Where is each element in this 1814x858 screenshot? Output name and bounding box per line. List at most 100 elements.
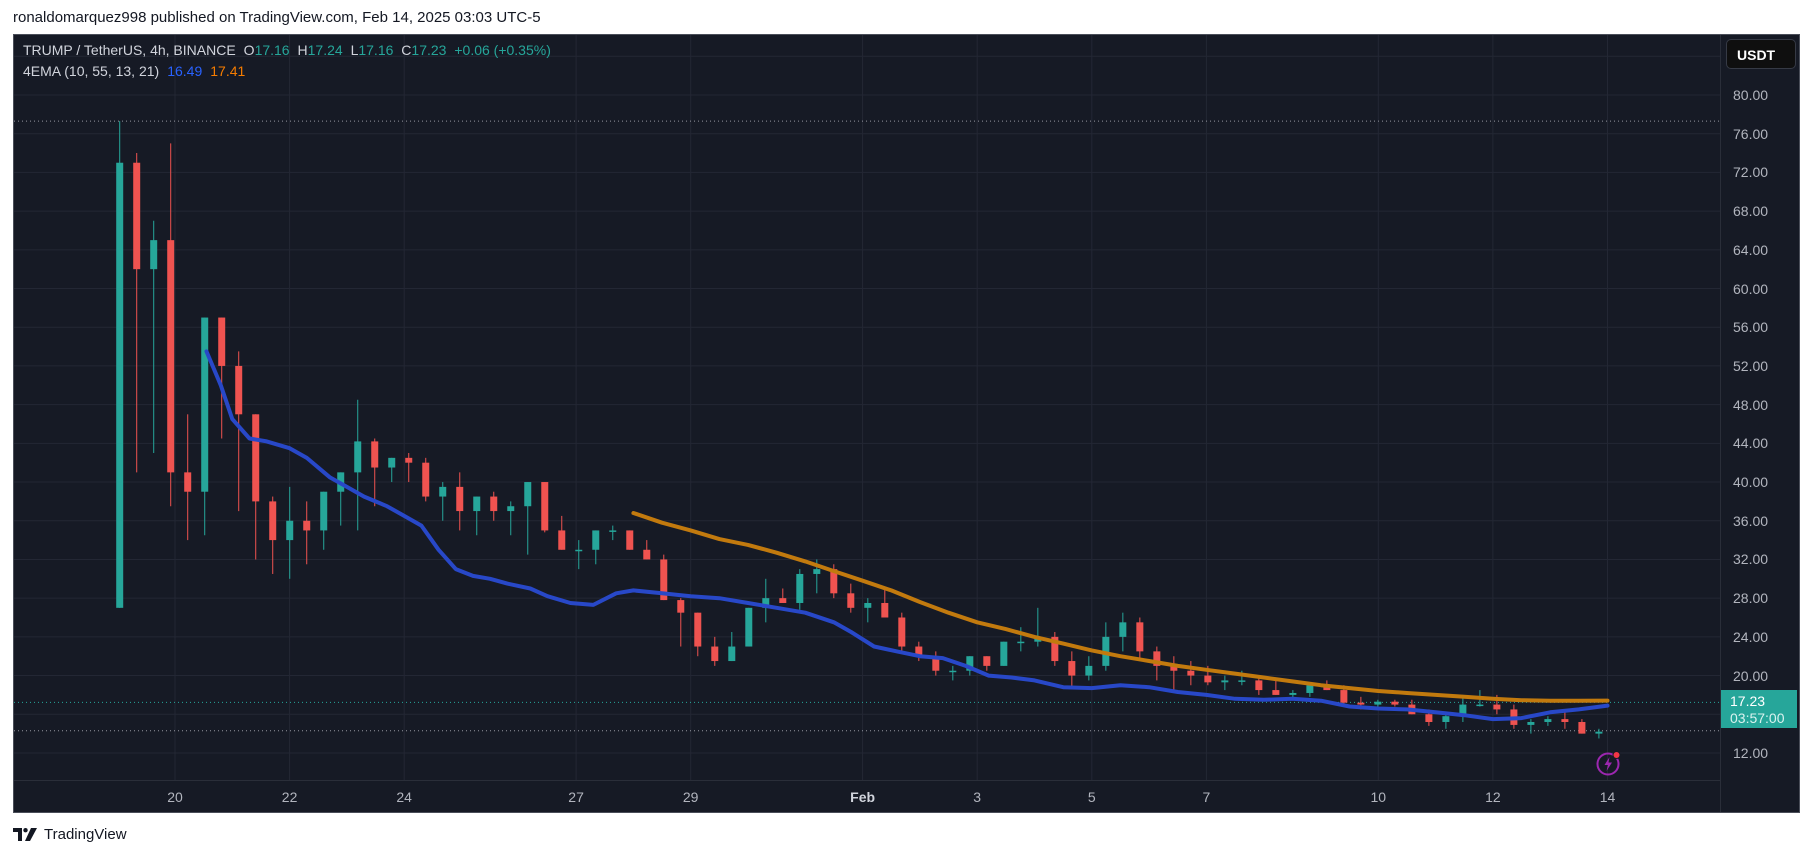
- last-price-label: 17.23 03:57:00: [1721, 690, 1797, 729]
- legend-open: 17.16: [254, 42, 290, 58]
- price-tick: 32.00: [1733, 551, 1769, 568]
- footer-brand-text: TradingView: [44, 826, 127, 843]
- legend-high-label: H: [297, 42, 308, 58]
- candle-body: [473, 496, 481, 512]
- candle-body: [133, 162, 141, 270]
- candle-body: [1442, 716, 1450, 723]
- footer-brand[interactable]: TradingView: [13, 826, 127, 843]
- candle-body: [643, 549, 651, 560]
- candle-body: [1238, 680, 1246, 682]
- price-tick: 64.00: [1733, 241, 1769, 258]
- time-tick: 22: [281, 789, 298, 805]
- candle-body: [269, 501, 277, 541]
- candle-body: [1017, 641, 1025, 644]
- price-tick: 36.00: [1733, 512, 1769, 529]
- price-tick: 40.00: [1733, 474, 1769, 491]
- candle-body: [694, 612, 702, 647]
- legend-high: 17.24: [307, 42, 343, 58]
- candle-body: [847, 593, 855, 608]
- legend-symbol-row: TRUMP / TetherUS, 4h, BINANCE O17.16 H17.…: [23, 40, 555, 61]
- legend-low: 17.16: [358, 42, 394, 58]
- chart-frame: TRUMP / TetherUS, 4h, BINANCE O17.16 H17.…: [13, 34, 1800, 813]
- candle-body: [201, 317, 209, 492]
- legend-open-label: O: [243, 42, 255, 58]
- price-axis[interactable]: USDT 17.23 03:57:00 80.00 76.00 72.00 68.00…: [1720, 35, 1800, 812]
- legend-indicator-row: 4EMA (10, 55, 13, 21) 16.49 17.41: [23, 61, 555, 82]
- candle-body: [932, 656, 940, 671]
- price-tick: 68.00: [1733, 203, 1769, 220]
- candle-body: [320, 491, 328, 531]
- candle-body: [949, 670, 957, 673]
- currency-button[interactable]: USDT: [1726, 39, 1796, 69]
- time-tick: 7: [1202, 789, 1211, 805]
- candle-body: [1255, 680, 1263, 691]
- price-tick: 52.00: [1733, 357, 1769, 374]
- candle-body: [1119, 622, 1127, 637]
- time-tick: 3: [973, 789, 982, 805]
- time-tick: 20: [167, 789, 183, 805]
- candle-body: [728, 646, 736, 662]
- candle-body: [864, 602, 872, 608]
- candle-body: [1306, 685, 1314, 693]
- candle-body: [660, 559, 668, 601]
- candle-body: [1272, 690, 1280, 695]
- candle-body: [915, 646, 923, 657]
- candle-body: [762, 598, 770, 608]
- candle-body: [830, 569, 838, 594]
- candle-body: [1459, 704, 1467, 717]
- candle-body: [1425, 714, 1433, 723]
- ema-fast-value: 16.49: [167, 63, 203, 79]
- candle-body: [167, 240, 175, 473]
- legend-change: +0.06 (+0.35%): [454, 42, 551, 58]
- candle-body: [711, 646, 719, 662]
- candle-body: [218, 317, 226, 366]
- candle-body: [779, 598, 787, 603]
- candle-body: [1221, 680, 1229, 683]
- candle-body: [116, 162, 124, 608]
- legend-symbol[interactable]: TRUMP / TetherUS, 4h, BINANCE: [23, 42, 236, 58]
- ema-slow-value: 17.41: [210, 63, 246, 79]
- bar-countdown: 03:57:00: [1730, 710, 1785, 727]
- time-axis[interactable]: 20 22 24 27 29 Feb 3 5 7 10 12 14: [14, 780, 1720, 813]
- candle-body: [813, 569, 821, 574]
- candle-body: [983, 656, 991, 666]
- candle-body: [1085, 665, 1093, 676]
- price-tick: 24.00: [1733, 628, 1769, 645]
- candle-body: [1374, 701, 1382, 705]
- candle-body: [898, 617, 906, 647]
- candle-body: [626, 530, 634, 550]
- candle-body: [371, 441, 379, 468]
- legend-close-label: C: [401, 42, 412, 58]
- ema-fast-line: [204, 349, 1610, 722]
- price-tick: 76.00: [1733, 125, 1769, 142]
- time-tick: 27: [568, 789, 584, 805]
- candle-body: [1187, 670, 1195, 676]
- indicator-name[interactable]: 4EMA (10, 55, 13, 21): [23, 63, 160, 79]
- chart-plot-area[interactable]: TRUMP / TetherUS, 4h, BINANCE O17.16 H17.…: [14, 35, 1720, 780]
- candle-body: [1493, 704, 1501, 710]
- time-tick: 10: [1370, 789, 1387, 805]
- candle-body: [881, 602, 889, 618]
- candle-body: [456, 486, 464, 512]
- alert-lightning-icon[interactable]: [1596, 750, 1622, 776]
- candle-body: [422, 462, 430, 497]
- candle-body: [1340, 690, 1348, 703]
- price-tick: 56.00: [1733, 319, 1769, 336]
- price-tick: 28.00: [1733, 590, 1769, 607]
- candle-body: [1527, 722, 1535, 725]
- time-tick: Feb: [850, 789, 876, 805]
- candle-body: [1476, 704, 1484, 707]
- candle-body: [1357, 702, 1365, 705]
- price-tick: 20.00: [1733, 667, 1769, 684]
- candle-body: [354, 441, 362, 473]
- candle-body: [575, 549, 583, 552]
- candle-body: [252, 414, 260, 502]
- price-tick: 12.00: [1733, 744, 1769, 761]
- candle-body: [1391, 701, 1399, 705]
- candle-body: [1051, 636, 1059, 662]
- legend-low-label: L: [350, 42, 359, 58]
- legend-close: 17.23: [411, 42, 447, 58]
- price-tick: 80.00: [1733, 87, 1769, 103]
- candle-body: [303, 520, 311, 531]
- tradingview-logo-icon: [13, 827, 37, 841]
